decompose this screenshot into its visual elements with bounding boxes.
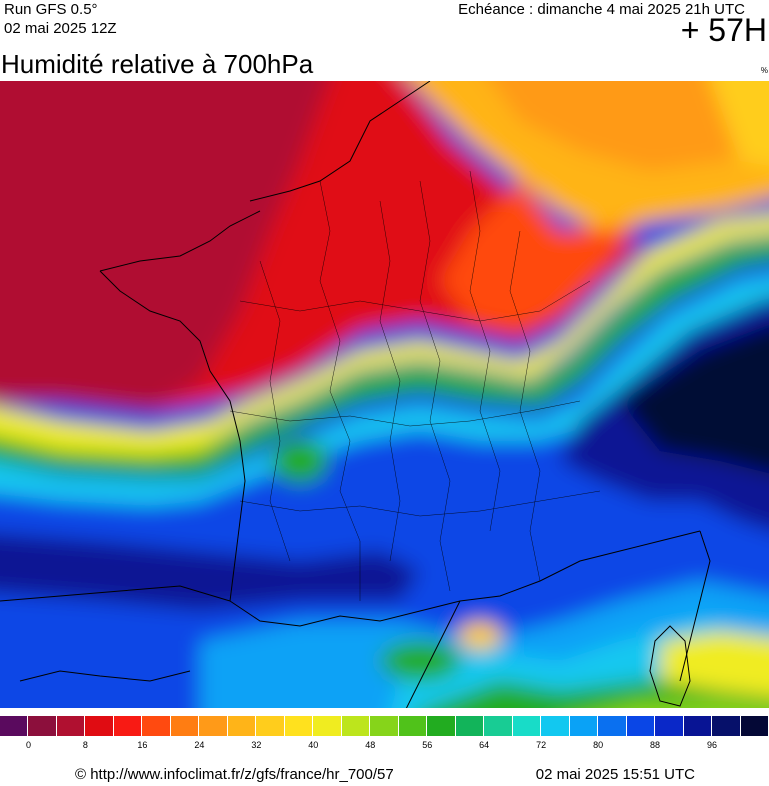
color-swatch (142, 716, 171, 736)
scale-tick-label: 88 (650, 740, 661, 750)
forecast-time: Echéance : dimanche 4 mai 2025 21h UTC (458, 1, 745, 18)
color-swatch (370, 716, 399, 736)
humidity-field (0, 81, 769, 708)
region-borders (229, 170, 601, 601)
color-swatch (655, 716, 684, 736)
color-swatch (56, 716, 86, 736)
color-swatch (227, 716, 257, 736)
scale-tick-label: 24 (194, 740, 205, 750)
scale-tick-label: 16 (137, 740, 148, 750)
color-swatch (541, 716, 570, 736)
map-title: Humidité relative à 700hPa (1, 49, 314, 79)
color-swatch (199, 716, 228, 736)
color-swatch (113, 716, 143, 736)
color-swatch (85, 716, 114, 736)
color-swatch (712, 716, 741, 736)
scale-tick-label: 72 (536, 740, 547, 750)
color-swatch (284, 716, 314, 736)
color-swatch (0, 716, 29, 736)
color-scale-ticks: 0 8 16 24 32 40 48 56 64 72 80 88 96 (0, 740, 769, 754)
color-swatch (598, 716, 627, 736)
color-swatch (28, 716, 57, 736)
color-swatch (455, 716, 485, 736)
unit-label: % (760, 66, 768, 75)
lead-time: + 57H (680, 12, 767, 48)
run-date: 02 mai 2025 12Z (4, 20, 117, 37)
color-swatch (170, 716, 200, 736)
color-swatch (740, 716, 769, 736)
color-swatch (398, 716, 428, 736)
scale-tick-label: 40 (308, 740, 319, 750)
color-swatch (484, 716, 513, 736)
scale-tick-label: 32 (251, 740, 262, 750)
color-swatch (626, 716, 656, 736)
color-swatch (427, 716, 456, 736)
color-scale (0, 716, 769, 736)
run-label: Run GFS 0.5° (4, 1, 98, 18)
scale-tick-label: 96 (707, 740, 718, 750)
color-swatch (313, 716, 342, 736)
color-swatch (569, 716, 599, 736)
color-swatch (512, 716, 542, 736)
coastlines (0, 81, 711, 708)
scale-tick-label: 80 (593, 740, 604, 750)
color-swatch (256, 716, 285, 736)
color-swatch (341, 716, 371, 736)
scale-tick-label: 8 (82, 740, 88, 750)
source-credit: © http://www.infoclimat.fr/z/gfs/france/… (75, 766, 394, 783)
scale-tick-label: 56 (422, 740, 433, 750)
color-swatch (683, 716, 713, 736)
scale-tick-label: 64 (479, 740, 490, 750)
run-info: Run GFS 0.5° 02 mai 2025 12Z (4, 0, 117, 38)
humidity-map (0, 81, 769, 708)
scale-tick-label: 48 (365, 740, 376, 750)
generated-time: 02 mai 2025 15:51 UTC (535, 766, 695, 783)
scale-tick-label: 0 (25, 740, 31, 750)
